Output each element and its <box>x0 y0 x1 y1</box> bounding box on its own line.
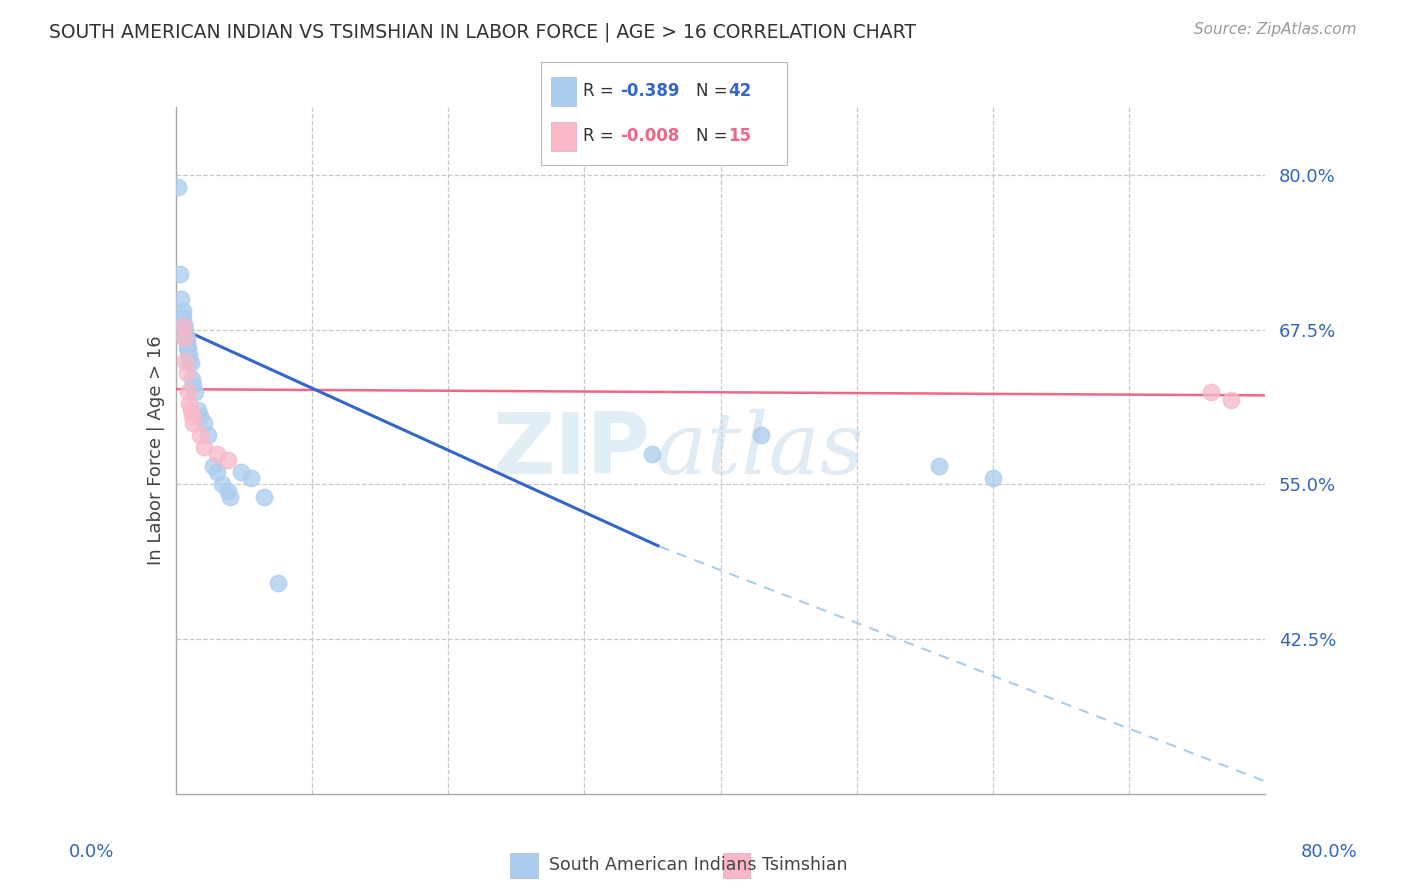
Text: R =: R = <box>583 82 619 100</box>
Point <box>177 384 200 399</box>
Point <box>201 458 224 473</box>
Point <box>253 490 276 504</box>
Point <box>174 353 197 368</box>
Text: R =: R = <box>583 128 619 145</box>
Point <box>179 397 201 411</box>
Point <box>170 292 193 306</box>
Point <box>180 403 202 417</box>
Text: Tsimshian: Tsimshian <box>762 856 848 874</box>
Point <box>267 576 290 591</box>
Point <box>176 335 198 350</box>
Text: -0.389: -0.389 <box>620 82 679 100</box>
Text: 42: 42 <box>728 82 752 100</box>
Point <box>205 446 228 460</box>
Point <box>169 267 191 281</box>
Text: N =: N = <box>696 128 733 145</box>
Point <box>172 319 194 334</box>
Point <box>188 409 211 424</box>
Point <box>176 366 198 380</box>
Point <box>174 326 197 341</box>
Point <box>176 342 198 356</box>
Point <box>177 342 200 356</box>
Point <box>172 304 194 318</box>
Point <box>981 471 1004 485</box>
Point <box>231 465 253 479</box>
Point <box>173 317 195 331</box>
Point <box>211 477 233 491</box>
Text: South American Indians: South American Indians <box>550 856 756 874</box>
Point <box>205 465 228 479</box>
Text: Source: ZipAtlas.com: Source: ZipAtlas.com <box>1194 22 1357 37</box>
Point <box>217 483 239 498</box>
Point <box>173 331 195 345</box>
Point <box>181 372 204 386</box>
Text: 15: 15 <box>728 128 751 145</box>
Point <box>173 319 195 334</box>
Point <box>186 403 209 417</box>
Point <box>174 323 197 337</box>
Point <box>183 378 205 392</box>
Text: ZIP: ZIP <box>492 409 650 492</box>
Point <box>176 331 198 345</box>
Text: atlas: atlas <box>655 409 865 491</box>
Bar <box>551 77 576 105</box>
Text: 0.0%: 0.0% <box>69 843 114 861</box>
Point <box>193 441 215 455</box>
Point <box>197 428 219 442</box>
Point <box>183 416 205 430</box>
Point <box>219 490 242 504</box>
Point <box>174 329 197 343</box>
Bar <box>551 122 576 151</box>
Bar <box>723 853 751 878</box>
Text: SOUTH AMERICAN INDIAN VS TSIMSHIAN IN LABOR FORCE | AGE > 16 CORRELATION CHART: SOUTH AMERICAN INDIAN VS TSIMSHIAN IN LA… <box>49 22 917 42</box>
Text: -0.008: -0.008 <box>620 128 679 145</box>
Point <box>174 329 197 343</box>
Bar <box>510 853 537 878</box>
Point <box>179 347 201 361</box>
Point <box>217 452 239 467</box>
Point <box>180 356 202 370</box>
Text: 80.0%: 80.0% <box>1301 843 1357 861</box>
Point <box>188 428 211 442</box>
Point <box>184 384 207 399</box>
Y-axis label: In Labor Force | Age > 16: In Labor Force | Age > 16 <box>146 335 165 566</box>
Point <box>928 458 950 473</box>
Point <box>174 331 197 345</box>
Point <box>1220 393 1243 408</box>
Point <box>172 310 194 325</box>
Point <box>181 409 204 424</box>
Text: N =: N = <box>696 82 733 100</box>
Point <box>239 471 262 485</box>
Point <box>177 343 200 358</box>
Point <box>167 180 190 194</box>
Point <box>751 428 773 442</box>
Point <box>174 326 197 340</box>
Point <box>641 446 664 460</box>
Point <box>1199 384 1222 399</box>
Point <box>173 323 195 337</box>
Point <box>179 353 201 368</box>
Point <box>193 416 215 430</box>
